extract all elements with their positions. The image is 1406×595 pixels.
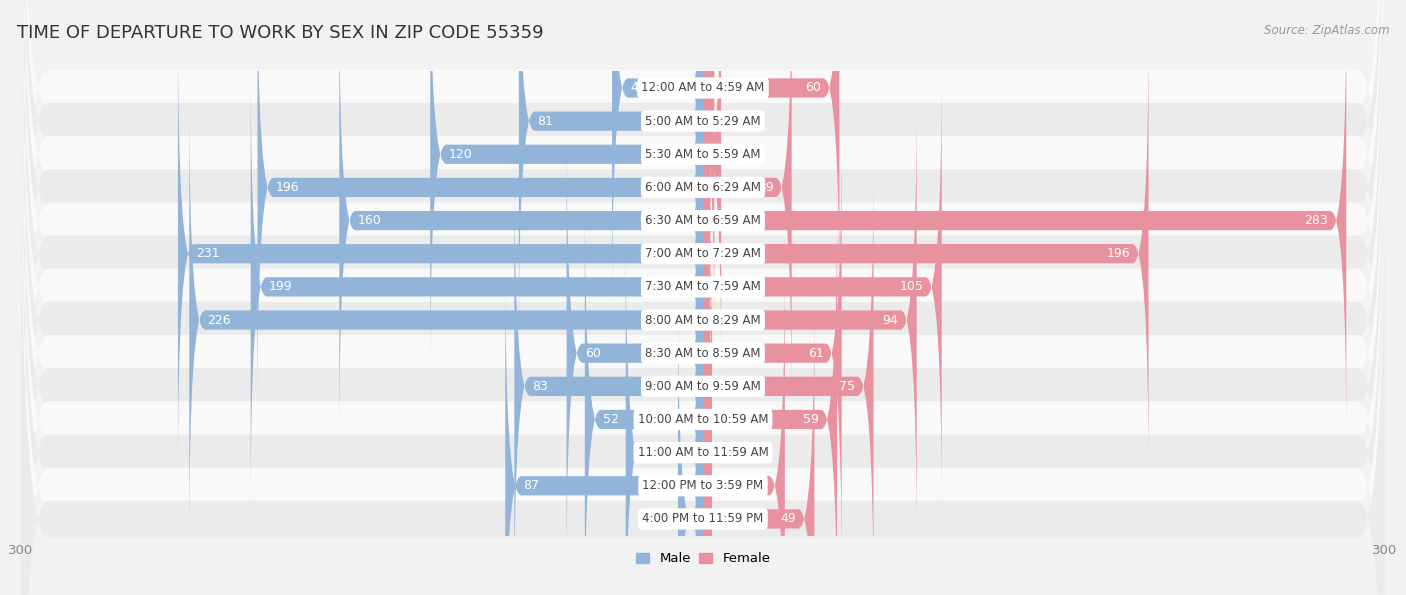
FancyBboxPatch shape <box>703 131 842 575</box>
Text: 11: 11 <box>654 512 669 525</box>
FancyBboxPatch shape <box>612 0 703 311</box>
FancyBboxPatch shape <box>21 139 1385 595</box>
Text: 5: 5 <box>724 115 731 127</box>
Text: 8:30 AM to 8:59 AM: 8:30 AM to 8:59 AM <box>645 347 761 359</box>
Text: 87: 87 <box>523 480 540 492</box>
Text: 283: 283 <box>1305 214 1329 227</box>
Text: 105: 105 <box>900 280 924 293</box>
FancyBboxPatch shape <box>339 0 703 443</box>
Text: 8: 8 <box>730 148 738 161</box>
FancyBboxPatch shape <box>250 64 703 509</box>
Text: 81: 81 <box>537 115 553 127</box>
FancyBboxPatch shape <box>567 131 703 575</box>
Text: 12:00 AM to 4:59 AM: 12:00 AM to 4:59 AM <box>641 82 765 95</box>
Text: 7:00 AM to 7:29 AM: 7:00 AM to 7:29 AM <box>645 248 761 260</box>
Text: 34: 34 <box>644 446 659 459</box>
FancyBboxPatch shape <box>430 0 703 377</box>
Text: 10:00 AM to 10:59 AM: 10:00 AM to 10:59 AM <box>638 413 768 426</box>
FancyBboxPatch shape <box>703 64 942 509</box>
Text: 4: 4 <box>721 446 730 459</box>
FancyBboxPatch shape <box>703 0 721 377</box>
Text: 196: 196 <box>1107 248 1130 260</box>
FancyBboxPatch shape <box>703 98 917 543</box>
FancyBboxPatch shape <box>21 0 1385 595</box>
FancyBboxPatch shape <box>21 7 1385 595</box>
Text: 5:30 AM to 5:59 AM: 5:30 AM to 5:59 AM <box>645 148 761 161</box>
FancyBboxPatch shape <box>703 296 814 595</box>
FancyBboxPatch shape <box>626 230 703 595</box>
Text: 39: 39 <box>758 181 773 194</box>
FancyBboxPatch shape <box>21 73 1385 595</box>
FancyBboxPatch shape <box>21 0 1385 567</box>
Text: 75: 75 <box>839 380 855 393</box>
Text: 231: 231 <box>195 248 219 260</box>
FancyBboxPatch shape <box>519 0 703 343</box>
FancyBboxPatch shape <box>21 0 1385 534</box>
Text: 61: 61 <box>807 347 824 359</box>
FancyBboxPatch shape <box>515 164 703 595</box>
FancyBboxPatch shape <box>190 98 703 543</box>
Text: 199: 199 <box>269 280 292 293</box>
Text: 60: 60 <box>806 82 821 95</box>
Text: 6:00 AM to 6:29 AM: 6:00 AM to 6:29 AM <box>645 181 761 194</box>
FancyBboxPatch shape <box>703 164 873 595</box>
Text: 49: 49 <box>780 512 796 525</box>
Text: 9:00 AM to 9:59 AM: 9:00 AM to 9:59 AM <box>645 380 761 393</box>
FancyBboxPatch shape <box>703 0 1347 443</box>
Text: 12:00 PM to 3:59 PM: 12:00 PM to 3:59 PM <box>643 480 763 492</box>
FancyBboxPatch shape <box>21 0 1385 595</box>
Text: 8:00 AM to 8:29 AM: 8:00 AM to 8:29 AM <box>645 314 761 327</box>
Text: Source: ZipAtlas.com: Source: ZipAtlas.com <box>1264 24 1389 37</box>
Text: 36: 36 <box>751 480 766 492</box>
FancyBboxPatch shape <box>699 0 718 343</box>
FancyBboxPatch shape <box>21 0 1385 468</box>
Text: 60: 60 <box>585 347 600 359</box>
Text: 7:30 AM to 7:59 AM: 7:30 AM to 7:59 AM <box>645 280 761 293</box>
Text: 6:30 AM to 6:59 AM: 6:30 AM to 6:59 AM <box>645 214 761 227</box>
Text: 40: 40 <box>630 82 647 95</box>
Text: 226: 226 <box>208 314 231 327</box>
FancyBboxPatch shape <box>21 0 1385 595</box>
Text: 11:00 AM to 11:59 AM: 11:00 AM to 11:59 AM <box>638 446 768 459</box>
FancyBboxPatch shape <box>703 264 785 595</box>
FancyBboxPatch shape <box>703 32 1149 476</box>
FancyBboxPatch shape <box>678 296 703 595</box>
FancyBboxPatch shape <box>179 32 703 476</box>
Text: 59: 59 <box>803 413 818 426</box>
FancyBboxPatch shape <box>703 0 839 311</box>
FancyBboxPatch shape <box>585 197 703 595</box>
FancyBboxPatch shape <box>257 0 703 410</box>
Text: 83: 83 <box>533 380 548 393</box>
FancyBboxPatch shape <box>21 40 1385 595</box>
FancyBboxPatch shape <box>21 0 1385 595</box>
Legend: Male, Female: Male, Female <box>630 547 776 571</box>
FancyBboxPatch shape <box>21 107 1385 595</box>
Text: 4:00 PM to 11:59 PM: 4:00 PM to 11:59 PM <box>643 512 763 525</box>
Text: 196: 196 <box>276 181 299 194</box>
Text: TIME OF DEPARTURE TO WORK BY SEX IN ZIP CODE 55359: TIME OF DEPARTURE TO WORK BY SEX IN ZIP … <box>17 24 544 42</box>
Text: 160: 160 <box>357 214 381 227</box>
FancyBboxPatch shape <box>696 230 718 595</box>
Text: 120: 120 <box>449 148 472 161</box>
FancyBboxPatch shape <box>21 0 1385 595</box>
FancyBboxPatch shape <box>703 197 837 595</box>
Text: 5:00 AM to 5:29 AM: 5:00 AM to 5:29 AM <box>645 115 761 127</box>
FancyBboxPatch shape <box>703 0 792 410</box>
FancyBboxPatch shape <box>505 264 703 595</box>
Text: 52: 52 <box>603 413 619 426</box>
Text: 94: 94 <box>883 314 898 327</box>
FancyBboxPatch shape <box>21 0 1385 500</box>
